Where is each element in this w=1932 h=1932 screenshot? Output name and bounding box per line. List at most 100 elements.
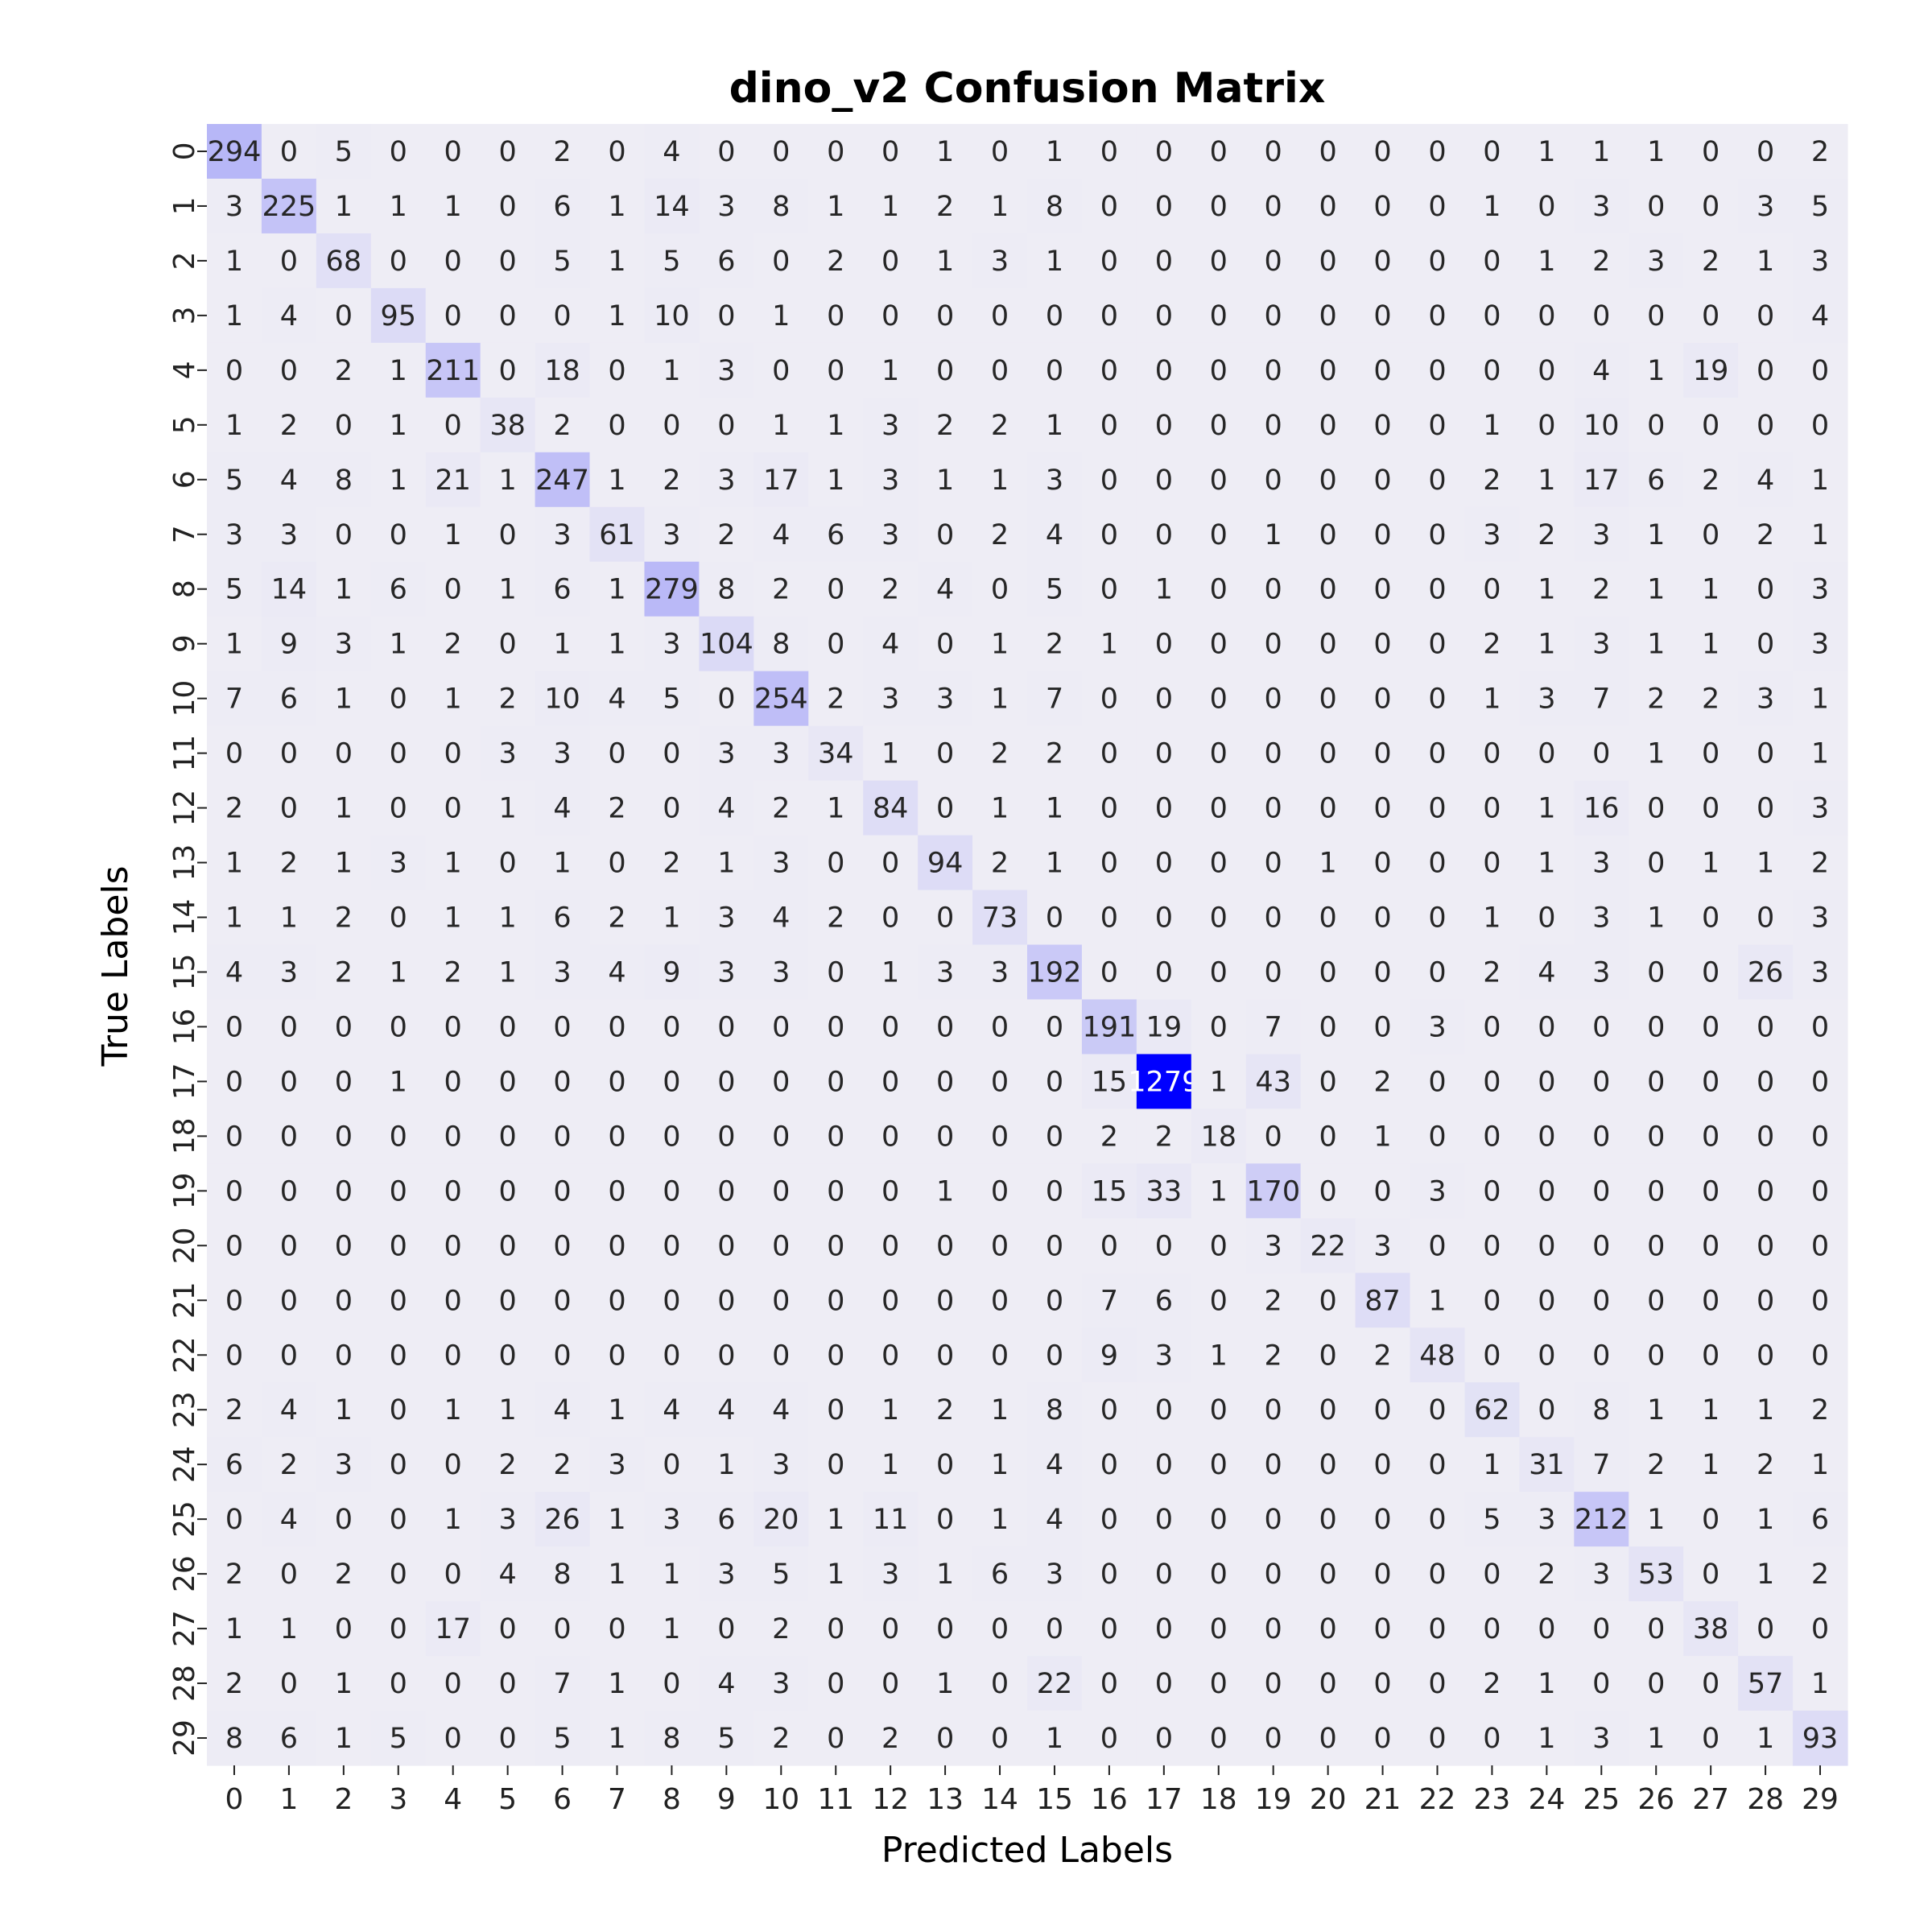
heatmap-cell	[644, 1273, 700, 1328]
cell-value-label: 0	[1155, 191, 1173, 223]
cell-value-label: 0	[1100, 519, 1118, 551]
heatmap-cell	[1793, 124, 1848, 180]
heatmap-cell	[1191, 835, 1247, 891]
heatmap-cell	[1738, 1656, 1794, 1711]
cell-value-label: 2	[444, 629, 462, 661]
heatmap-cell	[863, 944, 919, 1001]
cell-value-label: 0	[1428, 738, 1446, 770]
y-tick-label: 26	[168, 1555, 201, 1592]
heatmap-cell	[1027, 890, 1083, 946]
cell-value-label: 4	[717, 1394, 735, 1426]
heatmap-cell	[1464, 1054, 1520, 1109]
cell-value-label: 0	[1811, 355, 1829, 387]
heatmap-cell	[1464, 124, 1520, 180]
cell-value-label: 1	[1592, 136, 1610, 168]
cell-value-label: 1	[335, 793, 353, 825]
heatmap-cell	[1191, 397, 1247, 453]
cell-value-label: 0	[1428, 574, 1446, 606]
heatmap-cell	[808, 671, 864, 727]
heatmap-cell	[1136, 1108, 1192, 1164]
cell-value-label: 0	[1155, 848, 1173, 880]
heatmap-cell	[1629, 1382, 1684, 1438]
cell-value-label: 1	[335, 848, 353, 880]
cell-value-label: 0	[1319, 1558, 1336, 1591]
cell-value-label: 0	[444, 1558, 462, 1591]
heatmap-cell	[589, 780, 646, 836]
cell-value-label: 0	[1319, 464, 1336, 497]
heatmap-cell	[1410, 1273, 1466, 1328]
heatmap-cell	[972, 835, 1028, 891]
cell-value-label: 4	[1046, 1504, 1063, 1536]
cell-value-label: 5	[1811, 191, 1829, 223]
heatmap-cell	[1793, 561, 1848, 617]
cell-value-label: 2	[1483, 956, 1501, 989]
cell-value-label: 0	[1155, 300, 1173, 332]
heatmap-cell	[1410, 1054, 1466, 1109]
cell-value-label: 0	[1210, 1613, 1228, 1645]
cell-value-label: 1	[498, 902, 516, 935]
cell-value-label: 1	[1046, 848, 1063, 880]
heatmap-cell	[1300, 1492, 1356, 1547]
cell-value-label: 0	[608, 1121, 625, 1153]
cell-value-label: 2	[1811, 848, 1829, 880]
cell-value-label: 4	[772, 1394, 790, 1426]
heatmap-cell	[589, 1218, 646, 1274]
cell-value-label: 0	[280, 1340, 298, 1372]
cell-value-label: 0	[1538, 1121, 1555, 1153]
heatmap-cell	[1300, 890, 1356, 946]
cell-value-label: 8	[772, 629, 790, 661]
heatmap-cell	[1629, 178, 1684, 234]
heatmap-cell	[1683, 1327, 1739, 1383]
heatmap-cell	[1300, 835, 1356, 891]
heatmap-cell	[425, 944, 481, 1001]
cell-value-label: 0	[1702, 902, 1719, 935]
cell-value-label: 2	[498, 683, 516, 716]
heatmap-cell	[863, 1492, 919, 1547]
heatmap-cell	[1027, 1273, 1083, 1328]
heatmap-cell	[589, 397, 646, 453]
cell-value-label: 1	[335, 1723, 353, 1755]
cell-value-label: 1	[827, 464, 844, 497]
cell-value-label: 0	[717, 1230, 735, 1262]
heatmap-cell	[753, 342, 809, 398]
heatmap-cell	[1136, 1437, 1192, 1492]
heatmap-cell	[1355, 1108, 1411, 1164]
heatmap-cell	[535, 944, 591, 1001]
heatmap-cell	[316, 1546, 372, 1602]
cell-value-label: 1	[608, 464, 625, 497]
cell-value-label: 0	[717, 1121, 735, 1153]
cell-value-label: 0	[663, 1340, 680, 1372]
cell-value-label: 4	[1046, 1449, 1063, 1481]
cell-value-label: 0	[1592, 1121, 1610, 1153]
cell-value-label: 0	[553, 1613, 571, 1645]
cell-value-label: 3	[1757, 191, 1774, 223]
cell-value-label: 0	[1428, 1230, 1446, 1262]
cell-value-label: 1	[717, 848, 735, 880]
cell-value-label: 93	[1802, 1723, 1839, 1755]
heatmap-cell	[589, 1546, 646, 1602]
cell-value-label: 0	[1319, 246, 1336, 278]
cell-value-label: 0	[717, 1011, 735, 1043]
heatmap-cell	[1410, 1656, 1466, 1711]
cell-value-label: 3	[225, 191, 243, 223]
cell-value-label: 1	[335, 1394, 353, 1426]
heatmap-cell	[1793, 1546, 1848, 1602]
cell-value-label: 0	[225, 1175, 243, 1208]
cell-value-label: 0	[663, 410, 680, 442]
heatmap-cell	[1519, 452, 1575, 508]
heatmap-cell	[1683, 1492, 1739, 1547]
cell-value-label: 20	[763, 1504, 799, 1536]
heatmap-cell	[972, 999, 1028, 1055]
heatmap-cell	[1355, 1382, 1411, 1438]
heatmap-cell	[863, 124, 919, 180]
cell-value-label: 0	[827, 1285, 844, 1317]
heatmap-cell	[1683, 1218, 1739, 1274]
heatmap-cell	[1245, 233, 1302, 289]
cell-value-label: 38	[489, 410, 526, 442]
cell-value-label: 0	[390, 519, 407, 551]
cell-value-label: 0	[1538, 902, 1555, 935]
cell-value-label: 2	[1538, 1558, 1555, 1591]
heatmap-cell	[1410, 725, 1466, 782]
heatmap-cell	[699, 1711, 754, 1766]
heatmap-cell	[1738, 1546, 1794, 1602]
